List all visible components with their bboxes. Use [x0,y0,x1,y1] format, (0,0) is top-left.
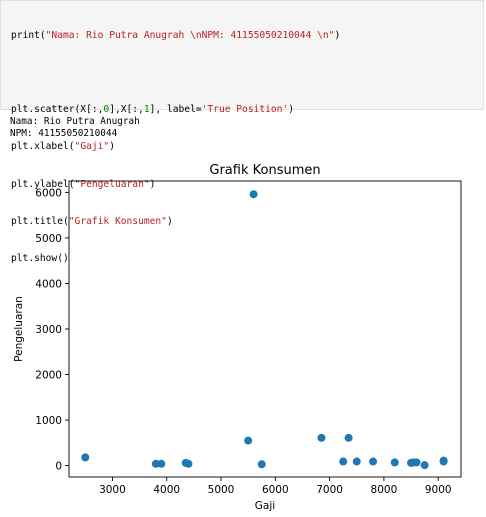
data-point [244,436,253,445]
code-number: 1 [143,104,150,116]
y-tick-label: 2000 [35,370,62,382]
code-token: print( [11,29,46,41]
data-point [390,458,399,467]
x-tick-label: 5000 [208,484,235,496]
data-point [339,457,348,466]
x-tick-label: 3000 [99,484,126,496]
data-point [344,433,353,442]
code-line-ylabel: plt.ylabel("Pengeluaran") [11,179,475,191]
x-tick-label: 4000 [153,484,180,496]
output-line-npm: NPM: 41155050210044 [10,127,118,139]
data-point [184,459,193,468]
y-tick-label: 4000 [35,278,62,290]
data-point [157,459,166,468]
code-token: plt.xlabel( [11,141,75,153]
code-string: "Pengeluaran" [74,178,150,190]
y-tick-label: 5000 [35,233,62,245]
data-point [317,433,326,442]
code-token: plt.ylabel( [11,178,75,190]
code-token: ) [109,141,115,153]
code-string: 'True Position' [201,104,289,116]
x-tick-label: 6000 [262,484,289,496]
code-line-xlabel: plt.xlabel("Gaji") [11,141,475,153]
x-tick-label: 7000 [316,484,343,496]
code-line-show: plt.show() [11,253,475,265]
code-token: ], label= [149,104,202,116]
x-tick-label: 8000 [371,484,398,496]
code-cell[interactable]: print("Nama: Rio Putra Anugrah \nNPM: 41… [0,0,484,264]
code-line-title: plt.title("Grafik Konsumen") [11,216,475,228]
data-point [352,457,361,466]
data-point [420,461,429,470]
code-number: 0 [103,104,110,116]
code-string: "Grafik Konsumen" [68,215,167,227]
code-token: ],X[:, [109,104,144,116]
code-token: plt.title( [11,215,69,227]
data-point [249,190,258,199]
x-tick-label: 9000 [425,484,452,496]
cell-output: Nama: Rio Putra Anugrah NPM: 411550502100… [10,116,140,139]
code-string: "Nama: Rio Putra Anugrah \nNPM: 41155050… [45,29,335,41]
plot-frame [68,180,462,478]
code-token: ) [166,215,173,227]
x-axis-label: Gaji [255,500,275,512]
code-token: ) [149,178,156,190]
code-line-print: print("Nama: Rio Putra Anugrah \nNPM: 41… [11,30,475,42]
data-point [439,457,448,466]
data-point [369,457,378,466]
y-axis-label: Pengeluaran [13,296,25,362]
data-point [412,458,421,467]
code-token: ) [288,104,295,116]
code-token: plt.scatter(X[:, [11,104,104,116]
output-line-nama: Nama: Rio Putra Anugrah [10,116,140,127]
code-token: plt.show() [11,253,69,265]
code-string: "Gaji" [74,141,110,153]
y-tick-label: 1000 [35,415,62,427]
y-tick-label: 3000 [35,324,62,336]
y-tick-label: 6000 [35,187,62,199]
code-token: ) [334,29,341,41]
data-point [81,453,90,462]
y-tick-label: 0 [55,461,62,473]
chart-title: Grafik Konsumen [209,163,320,178]
data-point [257,460,266,469]
code-line-scatter: plt.scatter(X[:,0],X[:,1], label='True P… [11,104,475,116]
